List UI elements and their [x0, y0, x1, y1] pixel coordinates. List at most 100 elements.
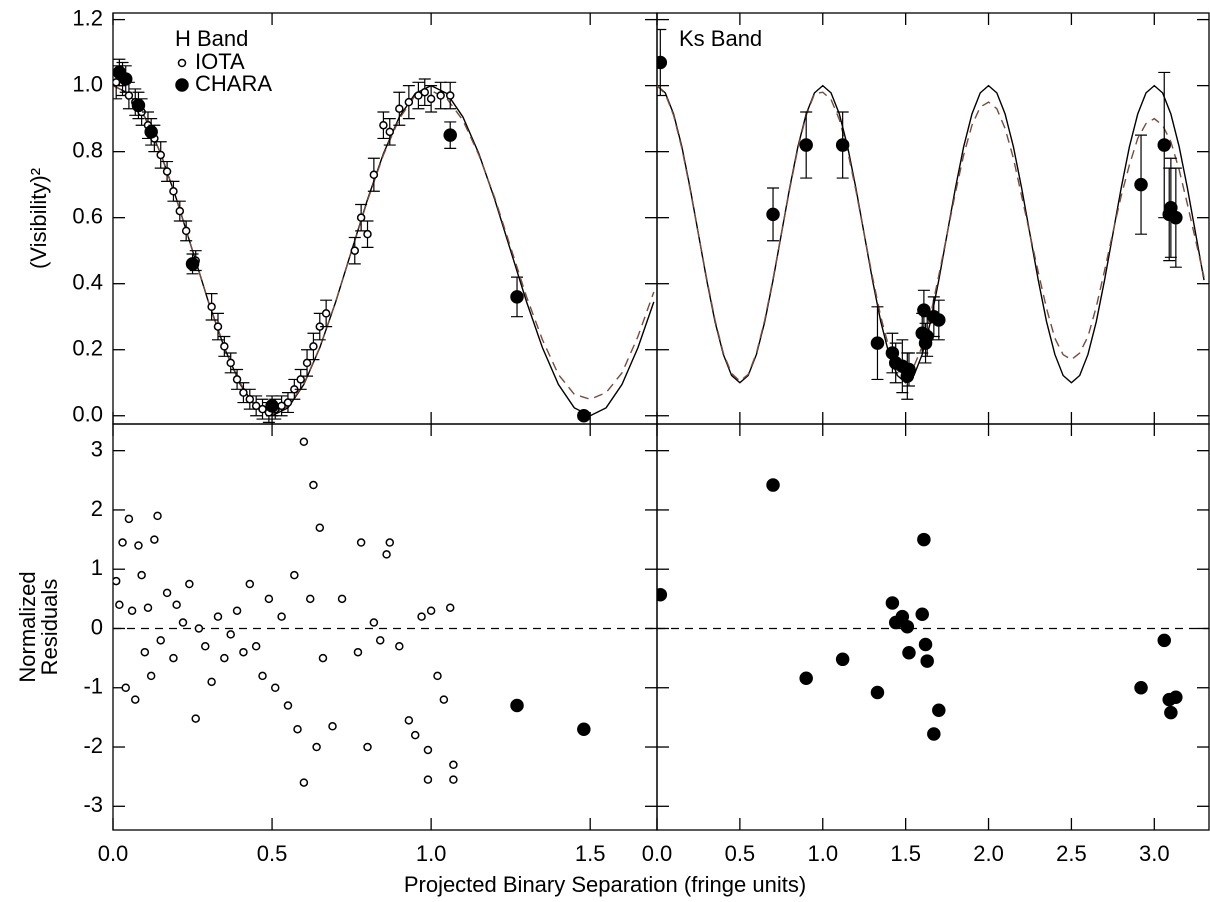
data-point [445, 91, 455, 100]
data-point [296, 375, 305, 384]
data-point [309, 480, 318, 490]
data-point [264, 594, 274, 604]
data-point [283, 701, 293, 710]
data-point [426, 94, 436, 104]
data-point [131, 695, 140, 704]
data-point [162, 588, 172, 598]
data-point [162, 167, 172, 176]
legend-marker [175, 78, 189, 92]
data-point [258, 404, 267, 414]
x-tick-label: 3.0 [1139, 841, 1170, 866]
data-point [118, 538, 127, 547]
panel-label: H Band [175, 26, 248, 51]
x-tick-label: 1.5 [575, 841, 606, 866]
data-point [885, 596, 900, 610]
data-point [337, 594, 347, 604]
data-point [918, 637, 933, 652]
data-point [134, 541, 143, 550]
data-point [350, 246, 360, 255]
data-point [127, 606, 137, 615]
y-tick-label: 0.8 [72, 137, 103, 162]
x-tick-label: 0.5 [257, 841, 288, 866]
data-point [1157, 633, 1171, 648]
plot-area [113, 437, 591, 787]
data-point [124, 514, 134, 524]
data-point [124, 91, 134, 100]
data-point [353, 647, 363, 657]
y-tick-label: 1 [91, 555, 103, 580]
data-point [410, 730, 420, 740]
data-point [932, 313, 946, 327]
data-point [245, 394, 255, 404]
data-point [920, 654, 934, 668]
model-curve [113, 85, 655, 415]
data-point [299, 437, 309, 447]
data-point [363, 229, 372, 239]
data-point [1134, 681, 1148, 695]
y-tick-label: 0.4 [72, 270, 103, 295]
y-tick-label: 1.2 [72, 5, 103, 30]
data-point [191, 714, 200, 723]
y-tick-label: 0.6 [72, 203, 103, 228]
panel-label: Ks Band [679, 26, 762, 51]
data-point [169, 653, 178, 663]
data-point [917, 532, 931, 547]
axes-frame [656, 12, 1210, 425]
data-point [143, 603, 153, 612]
data-point [270, 683, 280, 693]
data-point [309, 342, 318, 351]
data-point [293, 724, 302, 734]
data-point [315, 523, 325, 532]
plot-area [657, 28, 1205, 400]
data-point [404, 716, 414, 725]
y-tick-label: 3 [91, 436, 103, 461]
data-point [137, 570, 146, 580]
y-tick-label: 0 [91, 614, 103, 639]
data-point [917, 303, 931, 317]
data-point [375, 636, 385, 645]
data-point [118, 72, 133, 86]
panel: 0.0 0.5 1.0 1.5 -3 -2 -1 0 1 2 3 NormalizedResidual… [15, 423, 658, 866]
plot-area [657, 478, 1183, 741]
data-point [265, 399, 279, 413]
data-point [251, 642, 261, 651]
data-point [356, 213, 366, 222]
x-tick-label: 0.0 [98, 841, 129, 866]
data-point [1134, 177, 1148, 192]
x-tick-label: 2.0 [973, 841, 1004, 866]
data-point [417, 612, 426, 621]
data-point [870, 685, 885, 700]
data-point [251, 401, 261, 411]
data-point [436, 91, 445, 100]
data-point [902, 646, 916, 660]
legend-marker [177, 58, 187, 68]
x-tick-label: 0.0 [642, 841, 673, 866]
panel: 0.0 0.5 1.0 1.5 2.0 2.5 3.0 Projected Binary Se… [404, 423, 1210, 897]
data-point [113, 576, 121, 586]
data-point [220, 653, 229, 663]
data-point [1157, 138, 1171, 152]
data-point [379, 120, 388, 130]
data-point [1169, 210, 1183, 225]
data-point [258, 671, 267, 681]
data-point [299, 778, 309, 787]
data-point [423, 775, 433, 784]
data-point [175, 206, 185, 216]
data-point [395, 104, 404, 113]
data-point [439, 695, 449, 704]
data-point [657, 587, 668, 602]
data-point [245, 579, 255, 589]
data-point [185, 579, 194, 589]
data-point [449, 775, 458, 784]
data-point [194, 624, 204, 633]
data-point [328, 722, 337, 731]
data-point [321, 309, 331, 318]
data-point [144, 125, 158, 139]
data-point [363, 742, 372, 752]
data-point [201, 642, 210, 651]
data-point [226, 358, 235, 368]
data-point [766, 207, 780, 222]
x-tick-label: 1.5 [890, 841, 921, 866]
y-axis-label: Residuals [37, 579, 62, 676]
